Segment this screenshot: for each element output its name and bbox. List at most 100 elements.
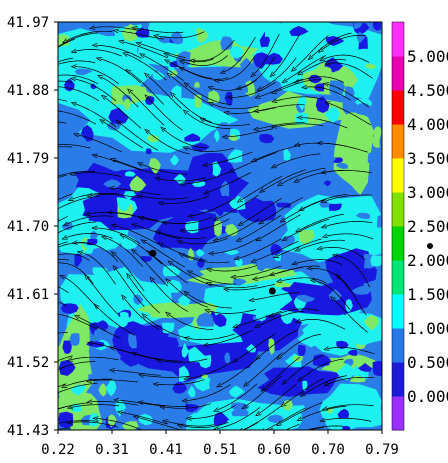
field-patch (103, 179, 122, 189)
streamline-arrowhead (275, 421, 282, 426)
field-patch (212, 313, 227, 328)
y-tick-label: 41.52 (7, 355, 49, 371)
streamline-arrowhead (157, 242, 164, 248)
streamline-arrowhead (51, 85, 56, 89)
streamline-arrowhead (178, 60, 185, 65)
streamline (324, 221, 373, 228)
x-tick-label: 0.41 (149, 442, 183, 458)
streamline-arrowhead (299, 391, 306, 398)
streamline-arrowhead (268, 271, 276, 277)
streamline-arrowhead (143, 72, 150, 79)
colorbar-segment (392, 260, 404, 295)
field-patch (86, 341, 105, 348)
field-patch (347, 349, 358, 356)
streamline-arrowhead (108, 185, 115, 191)
colorbar-segment (392, 362, 404, 397)
streamline-arrowhead (331, 253, 339, 259)
field-patch (216, 302, 225, 318)
field-patch (188, 346, 206, 363)
streamline-arrowhead (269, 71, 276, 78)
field-patch (367, 151, 380, 164)
colorbar-label: 4.000 (407, 115, 448, 134)
streamline-arrowhead (49, 74, 54, 78)
station-marker (149, 249, 157, 257)
station-marker (268, 287, 276, 295)
streamline-arrowhead (309, 278, 317, 284)
streamline (58, 361, 96, 371)
field-patch (75, 147, 94, 160)
streamline-arrowhead (136, 162, 144, 167)
streamline-arrowhead (295, 318, 302, 324)
field-patch (372, 135, 381, 148)
field-patch (58, 228, 69, 235)
field-patch (298, 230, 315, 245)
streamline (230, 81, 276, 98)
field-patch (295, 112, 308, 125)
streamline (96, 306, 136, 336)
streamline (90, 401, 139, 406)
streamline (135, 27, 184, 34)
field-patch (236, 197, 277, 223)
streamline (141, 374, 191, 378)
streamline (58, 402, 90, 410)
streamline (323, 170, 373, 174)
streamline (237, 238, 282, 259)
streamline (114, 225, 159, 245)
streamline (274, 79, 321, 93)
streamline (65, 215, 114, 225)
streamline-arrowhead (135, 41, 142, 47)
streamline (116, 30, 165, 40)
streamline (104, 237, 143, 267)
streamline-arrowhead (205, 282, 213, 287)
streamline-arrowhead (207, 86, 214, 91)
field-patch (289, 26, 309, 36)
field-patch (343, 358, 354, 367)
field-patch (273, 281, 292, 288)
streamline (327, 62, 373, 79)
streamline-arrowhead (163, 59, 171, 65)
streamline-arrowhead (62, 38, 69, 44)
station-markers (149, 249, 276, 295)
streamline-arrowhead (322, 82, 330, 87)
streamline (263, 357, 300, 390)
field-patch (196, 312, 215, 327)
streamline (90, 194, 139, 198)
streamline (161, 195, 210, 204)
field-patch (296, 294, 316, 303)
streamline-arrowhead (155, 358, 162, 364)
field-patch (125, 325, 140, 333)
streamline (302, 375, 347, 396)
streamline (95, 155, 142, 171)
x-tick-label: 0.70 (311, 442, 345, 458)
streamline-arrowhead (213, 78, 220, 84)
streamline-arrowhead (231, 357, 239, 363)
streamline-arrowhead (131, 26, 138, 31)
streamline (156, 31, 205, 39)
streamline-arrowhead (189, 58, 196, 64)
streamline-arrowhead (58, 274, 66, 280)
streamline-arrowhead (270, 163, 277, 169)
streamline-arrowhead (260, 386, 267, 392)
streamline (74, 103, 117, 128)
streamline (323, 417, 372, 422)
field-patch (121, 236, 138, 250)
streamlines (25, 25, 375, 430)
streamline (272, 34, 300, 75)
streamline-arrowhead (126, 272, 132, 279)
streamline-arrowhead (323, 346, 330, 351)
streamline-arrowhead (236, 197, 243, 203)
streamline (58, 259, 70, 261)
streamline (142, 54, 184, 81)
streamline (216, 194, 259, 220)
streamline (128, 71, 164, 105)
field-patch (213, 129, 220, 143)
streamline (279, 402, 323, 425)
streamline-arrowhead (255, 411, 262, 417)
field-patch (115, 398, 126, 417)
field-patch (177, 294, 191, 307)
streamline (234, 265, 282, 278)
streamline-arrowhead (25, 72, 30, 76)
streamline-arrowhead (276, 181, 284, 187)
streamline (211, 103, 259, 110)
field-patch (112, 321, 172, 358)
